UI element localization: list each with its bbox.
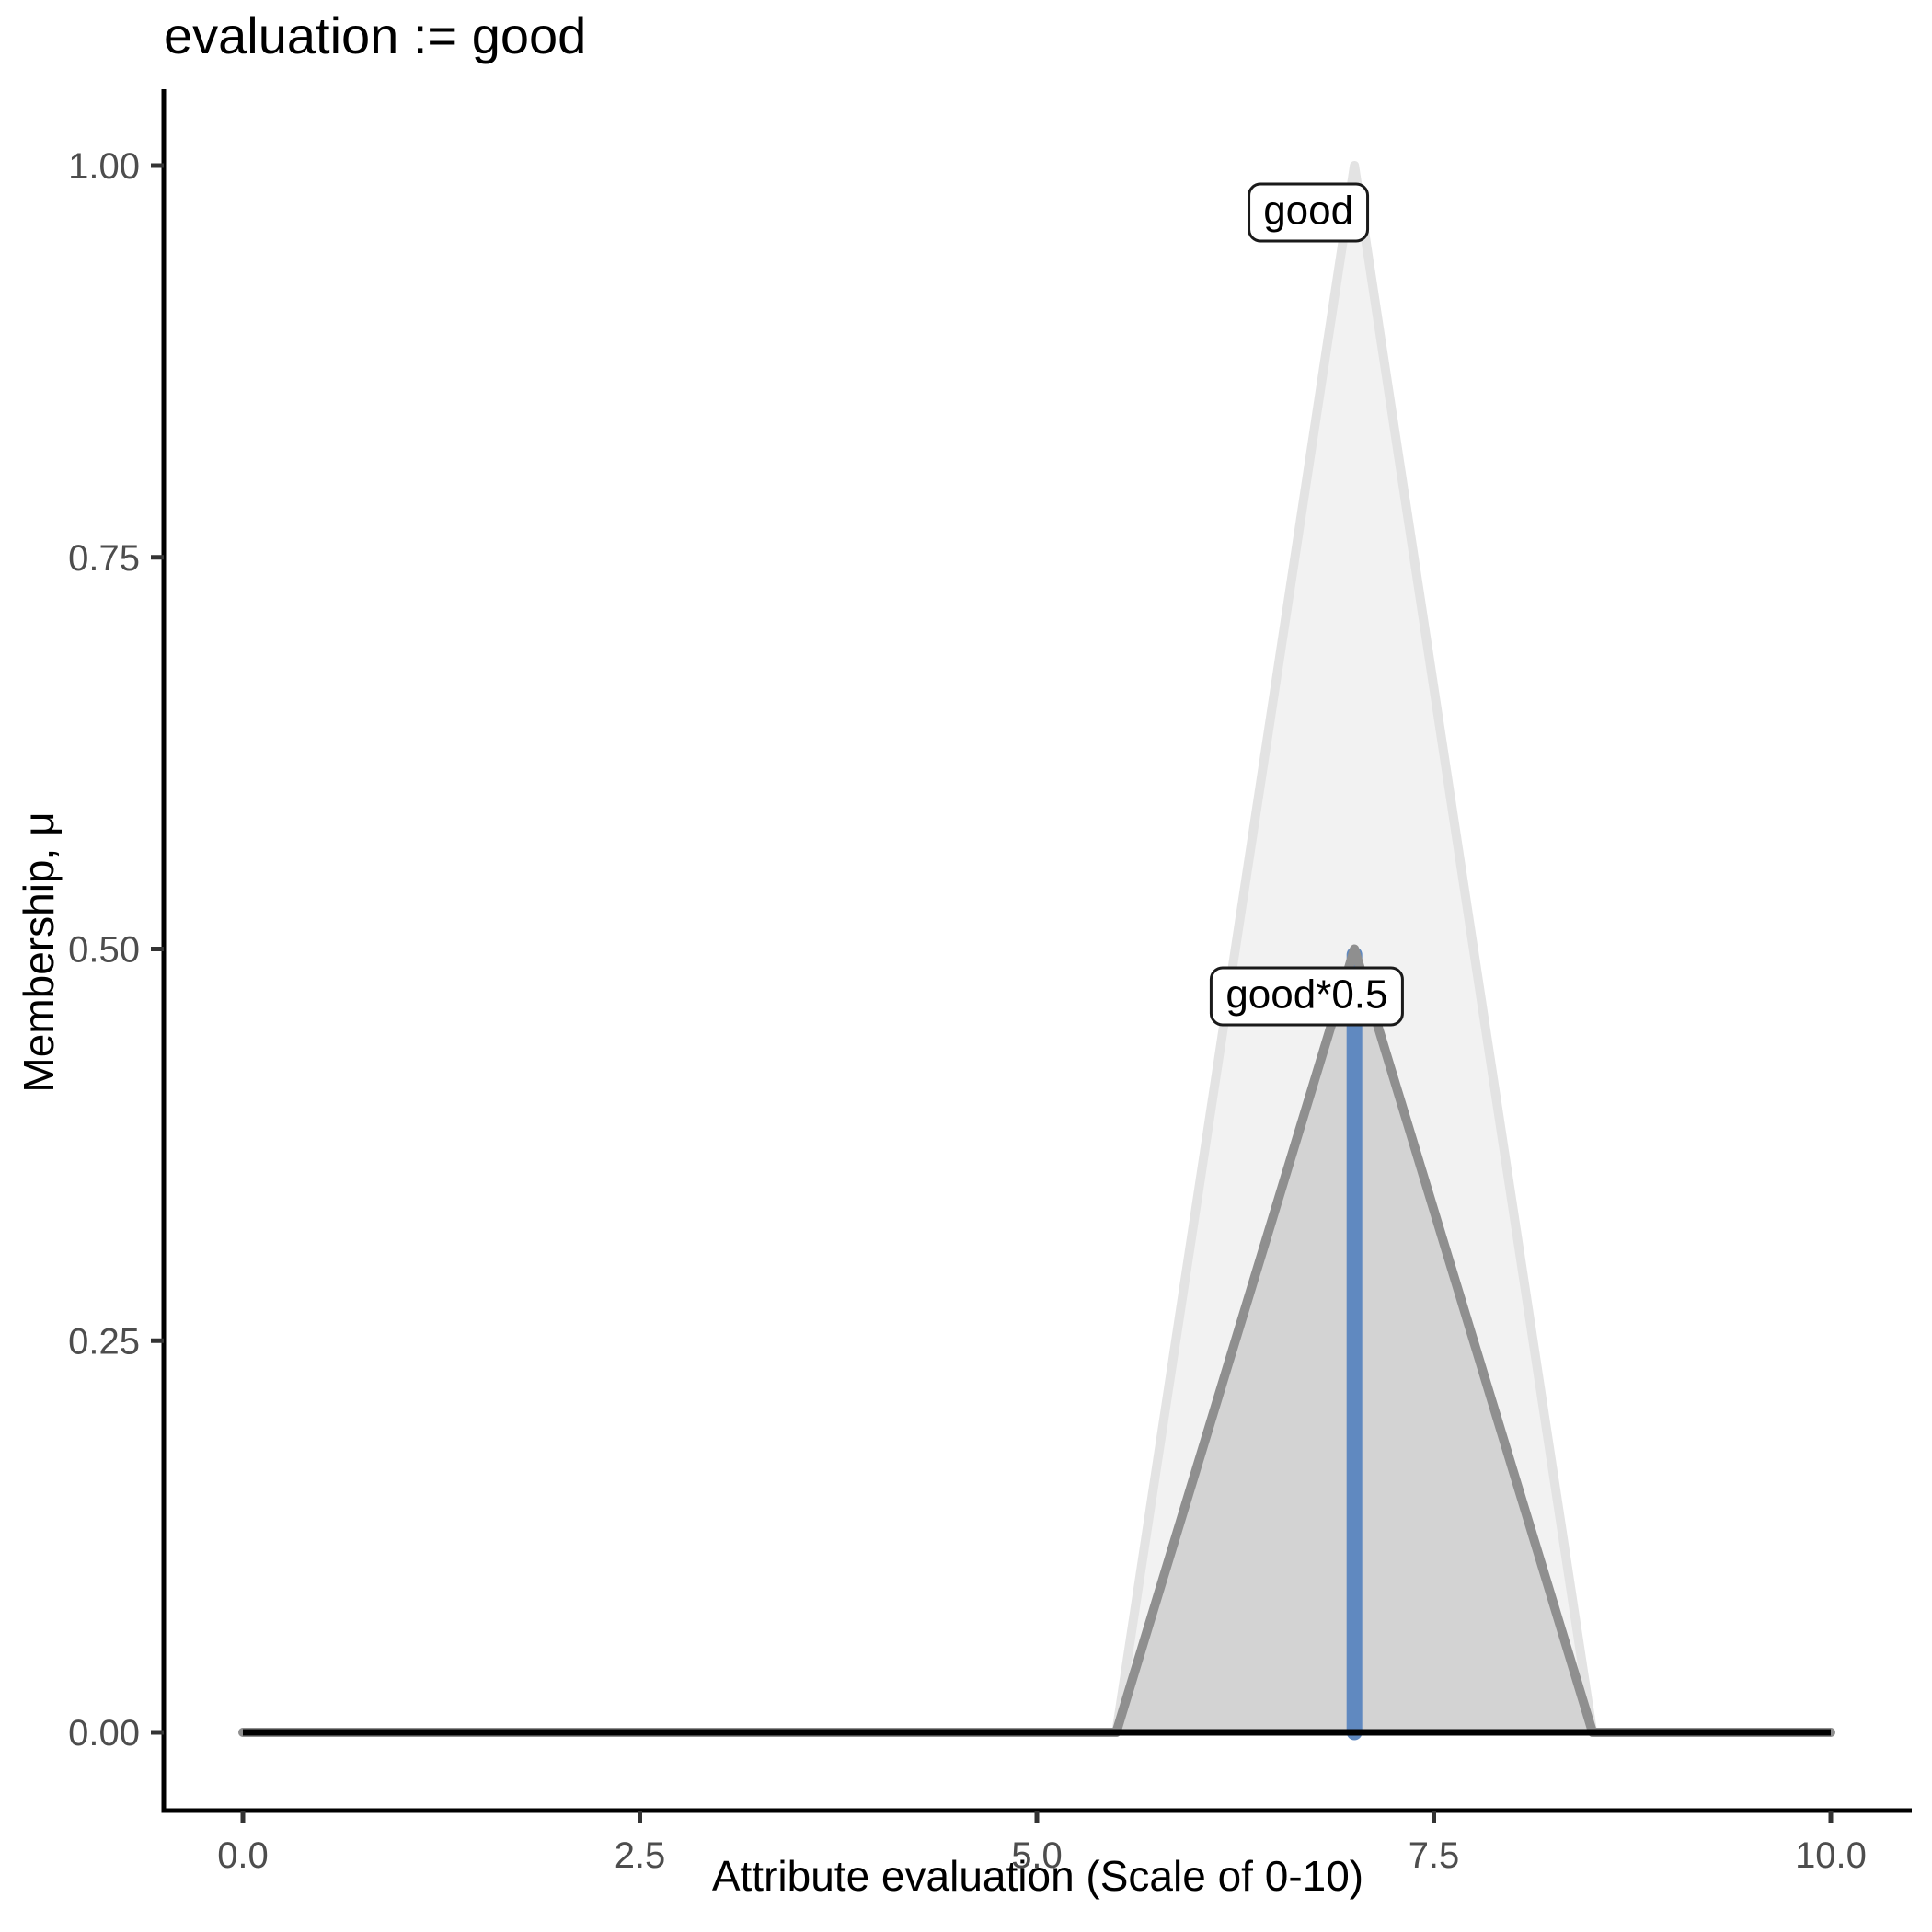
x-tick-label: 5.0 [1011, 1835, 1063, 1876]
y-tick-label: 1.00 [68, 146, 140, 187]
y-tick-label: 0.25 [68, 1321, 140, 1362]
membership-line-good*0.5 [238, 944, 1835, 1737]
y-tick-label: 0.75 [68, 538, 140, 579]
y-axis-title: Membership, μ [15, 811, 63, 1093]
chart-title: evaluation := good [164, 6, 587, 64]
y-tick-label: 0.00 [68, 1713, 140, 1754]
x-tick-label: 10.0 [1795, 1835, 1867, 1876]
membership-area-good*0.5 [243, 949, 1831, 1732]
membership-line-good [238, 161, 1835, 1737]
x-axis-title: Attribute evaluation (Scale of 0-10) [711, 1852, 1364, 1900]
x-tick-label: 2.5 [615, 1835, 666, 1876]
annotation-label-good: good [1248, 182, 1370, 243]
x-tick-label: 0.0 [217, 1835, 269, 1876]
membership-area-good [243, 166, 1831, 1732]
y-tick-label: 0.50 [68, 930, 140, 971]
annotation-label-good-0-5: good*0.5 [1210, 966, 1404, 1027]
x-tick-label: 7.5 [1409, 1835, 1460, 1876]
